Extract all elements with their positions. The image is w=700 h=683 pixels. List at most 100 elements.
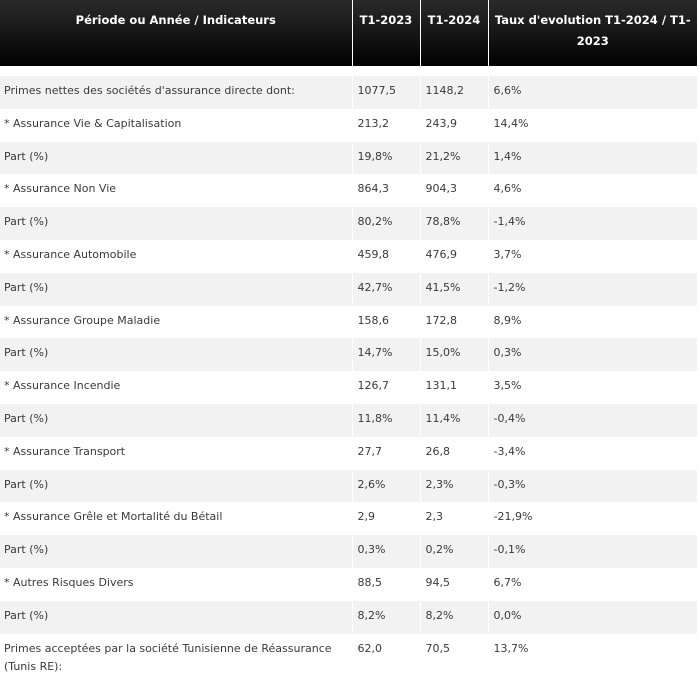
spacer-cell bbox=[420, 66, 489, 76]
value-growth-rate: -0,3% bbox=[493, 477, 526, 491]
value-growth-rate: 0,3% bbox=[493, 346, 522, 360]
value-t1-2024: 41,5% bbox=[420, 272, 489, 306]
row-label: * Assurance Automobile bbox=[0, 239, 353, 273]
row-label: Part (%) bbox=[0, 535, 353, 568]
value-growth-rate: -1,2% bbox=[493, 280, 526, 294]
value-t1-2024: 11,4% bbox=[420, 403, 489, 437]
row-label: Part (%) bbox=[0, 207, 353, 240]
row-label: Part (%) bbox=[0, 338, 353, 372]
value-t1-2023: 27,7 bbox=[352, 436, 421, 470]
header-spacer bbox=[0, 66, 698, 76]
table-row: Part (%) 19,8% 21,2% 1,4% bbox=[0, 141, 697, 175]
header-t1-2023: T1-2023 bbox=[352, 0, 421, 66]
value-growth-rate: 13,7% bbox=[493, 641, 529, 655]
table-row: * Assurance Groupe Maladie 158,6 172,8 8,9% bbox=[0, 305, 697, 339]
value-growth-rate: 1,4% bbox=[493, 149, 522, 163]
value-t1-2023: 42,7% bbox=[352, 272, 421, 306]
spacer-cell bbox=[488, 66, 698, 76]
value-t1-2024: 1148,2 bbox=[420, 76, 489, 109]
spacer-cell bbox=[352, 66, 421, 76]
value-t1-2023: 19,8% bbox=[352, 141, 421, 175]
value-t1-2023: 2,6% bbox=[352, 469, 421, 503]
row-label: Primes nettes des sociétés d'assurance d… bbox=[0, 76, 353, 109]
table-row: * Assurance Non Vie 864,3 904,3 4,6% bbox=[0, 174, 697, 208]
value-growth-rate: 14,4% bbox=[493, 116, 529, 130]
row-label: Part (%) bbox=[0, 272, 353, 306]
header-indicators: Période ou Année / Indicateurs bbox=[0, 0, 353, 66]
row-label: * Assurance Groupe Maladie bbox=[0, 305, 353, 339]
value-t1-2023: 158,6 bbox=[352, 305, 421, 339]
table-row: Part (%) 14,7% 15,0% 0,3% bbox=[0, 338, 697, 372]
table-row: Part (%) 0,3% 0,2% -0,1% bbox=[0, 535, 697, 568]
value-t1-2023: 88,5 bbox=[352, 567, 421, 601]
value-growth-rate: 4,6% bbox=[493, 182, 522, 196]
row-label: * Assurance Non Vie bbox=[0, 174, 353, 208]
value-growth-rate: 6,7% bbox=[493, 575, 522, 589]
table-row: Primes acceptées par la société Tunisien… bbox=[0, 633, 697, 682]
value-t1-2023: 126,7 bbox=[352, 371, 421, 404]
value-growth-rate: -0,4% bbox=[493, 411, 526, 425]
value-t1-2024: 26,8 bbox=[420, 436, 489, 470]
value-t1-2024: 904,3 bbox=[420, 174, 489, 208]
value-t1-2024: 2,3% bbox=[420, 469, 489, 503]
table-row: Part (%) 11,8% 11,4% -0,4% bbox=[0, 403, 697, 437]
value-growth-rate: -3,4% bbox=[493, 444, 526, 458]
value-t1-2023: 62,0 bbox=[352, 633, 421, 682]
value-t1-2024: 172,8 bbox=[420, 305, 489, 339]
table-row: * Assurance Grêle et Mortalité du Bétail… bbox=[0, 502, 697, 536]
spacer-cell bbox=[0, 66, 353, 76]
row-label: * Assurance Incendie bbox=[0, 371, 353, 404]
table-row: * Assurance Vie & Capitalisation 213,2 243… bbox=[0, 108, 697, 142]
table-row: Part (%) 2,6% 2,3% -0,3% bbox=[0, 469, 697, 503]
value-t1-2024: 0,2% bbox=[420, 535, 489, 568]
value-growth-rate: -0,1% bbox=[493, 543, 526, 557]
row-label: * Assurance Vie & Capitalisation bbox=[0, 108, 353, 142]
value-growth-rate: 3,5% bbox=[493, 379, 522, 393]
table-row: * Assurance Automobile 459,8 476,9 3,7% bbox=[0, 239, 697, 273]
row-label: Part (%) bbox=[0, 469, 353, 503]
table-row: * Assurance Transport 27,7 26,8 -3,4% bbox=[0, 436, 697, 470]
value-growth-rate: -1,4% bbox=[493, 215, 526, 229]
value-growth-rate: 8,9% bbox=[493, 313, 522, 327]
header-row: Période ou Année / Indicateurs T1-2023 T… bbox=[0, 0, 697, 66]
value-t1-2023: 213,2 bbox=[352, 108, 421, 142]
value-t1-2023: 8,2% bbox=[352, 600, 421, 634]
value-t1-2023: 2,9 bbox=[352, 502, 421, 536]
row-label: * Autres Risques Divers bbox=[0, 567, 353, 601]
value-t1-2024: 476,9 bbox=[420, 239, 489, 273]
value-t1-2023: 459,8 bbox=[352, 239, 421, 273]
table-row: Part (%) 42,7% 41,5% -1,2% bbox=[0, 272, 697, 306]
value-t1-2024: 243,9 bbox=[420, 108, 489, 142]
value-t1-2023: 11,8% bbox=[352, 403, 421, 437]
value-t1-2024: 8,2% bbox=[420, 600, 489, 634]
value-t1-2023: 0,3% bbox=[352, 535, 421, 568]
row-label: * Assurance Transport bbox=[0, 436, 353, 470]
row-label: Part (%) bbox=[0, 600, 353, 634]
table-row: * Assurance Incendie 126,7 131,1 3,5% bbox=[0, 371, 697, 404]
row-label: * Assurance Grêle et Mortalité du Bétail bbox=[0, 502, 353, 536]
value-t1-2023: 80,2% bbox=[352, 207, 421, 240]
header-t1-2024: T1-2024 bbox=[420, 0, 489, 66]
value-t1-2024: 70,5 bbox=[420, 633, 489, 682]
value-t1-2024: 78,8% bbox=[420, 207, 489, 240]
value-t1-2024: 21,2% bbox=[420, 141, 489, 175]
table-header: Période ou Année / Indicateurs T1-2023 T… bbox=[0, 0, 697, 66]
value-growth-rate: 3,7% bbox=[493, 247, 522, 261]
value-t1-2023: 14,7% bbox=[352, 338, 421, 372]
row-label: Part (%) bbox=[0, 141, 353, 175]
table-body: Primes nettes des sociétés d'assurance d… bbox=[0, 66, 698, 682]
value-growth-rate: -21,9% bbox=[493, 510, 533, 524]
value-t1-2024: 131,1 bbox=[420, 371, 489, 404]
table-row: Part (%) 80,2% 78,8% -1,4% bbox=[0, 207, 697, 240]
value-t1-2023: 1077,5 bbox=[352, 76, 421, 109]
value-t1-2023: 864,3 bbox=[352, 174, 421, 208]
row-label: Primes acceptées par la société Tunisien… bbox=[0, 633, 353, 682]
row-label: Part (%) bbox=[0, 403, 353, 437]
table-row: Part (%) 8,2% 8,2% 0,0% bbox=[0, 600, 697, 634]
value-growth-rate: 0,0% bbox=[493, 608, 522, 622]
header-growth-rate: Taux d'evolution T1-2024 / T1-2023 bbox=[494, 13, 691, 48]
value-t1-2024: 2,3 bbox=[420, 502, 489, 536]
value-growth-rate: 6,6% bbox=[493, 84, 522, 97]
